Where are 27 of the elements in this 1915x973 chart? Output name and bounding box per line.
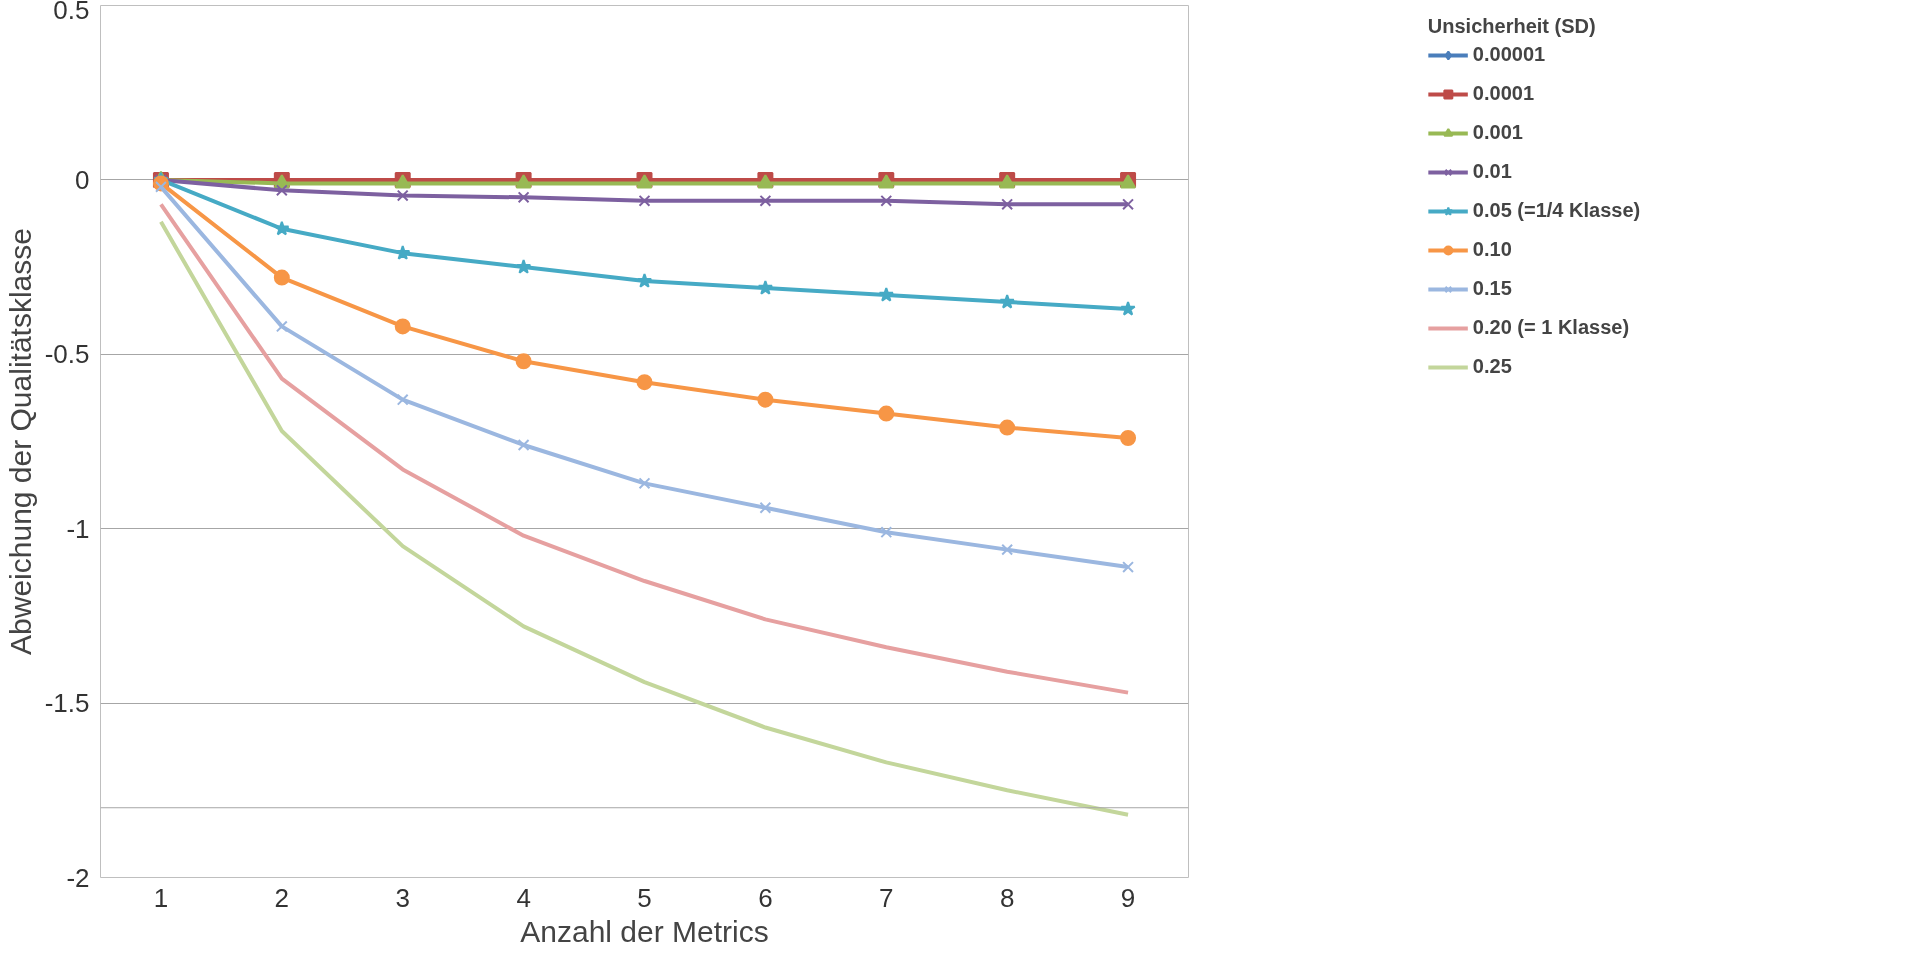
y-tick-label: -2 [66, 862, 90, 893]
x-axis-title: Anzahl der Metrics [520, 914, 769, 948]
legend-label: 0.01 [1472, 160, 1512, 183]
x-tick-label: 6 [758, 882, 773, 913]
x-tick-label: 9 [1120, 882, 1136, 913]
y-tick-label: 0 [75, 164, 90, 195]
legend-label: 0.20 (= 1 Klasse) [1472, 316, 1630, 339]
legend-label: 0.0001 [1472, 82, 1534, 105]
x-tick-label: 7 [879, 882, 894, 913]
legend-title: Unsicherheit (SD) [1427, 15, 1597, 38]
x-tick-label: 2 [274, 882, 290, 913]
x-tick-label: 3 [395, 882, 410, 913]
y-tick-label: -1.5 [44, 688, 90, 719]
x-tick-label: 8 [999, 882, 1015, 913]
x-tick-label: 1 [153, 882, 169, 913]
y-axis-title: Abweichung der Qualitätsklasse [3, 228, 37, 655]
legend-label: 0.10 [1472, 238, 1512, 261]
y-tick-label: -1 [66, 513, 90, 544]
legend-label: 0.15 [1472, 277, 1512, 300]
legend-label: 0.00001 [1472, 43, 1546, 66]
legend-label: 0.05 (=1/4 Klasse) [1472, 199, 1641, 222]
legend-label: 0.001 [1472, 121, 1523, 144]
y-tick-label: -0.5 [44, 339, 90, 370]
x-tick-label: 5 [637, 882, 652, 913]
x-tick-label: 4 [516, 882, 531, 913]
y-tick-label: 0.5 [53, 0, 90, 25]
legend-label: 0.25 [1472, 355, 1512, 378]
